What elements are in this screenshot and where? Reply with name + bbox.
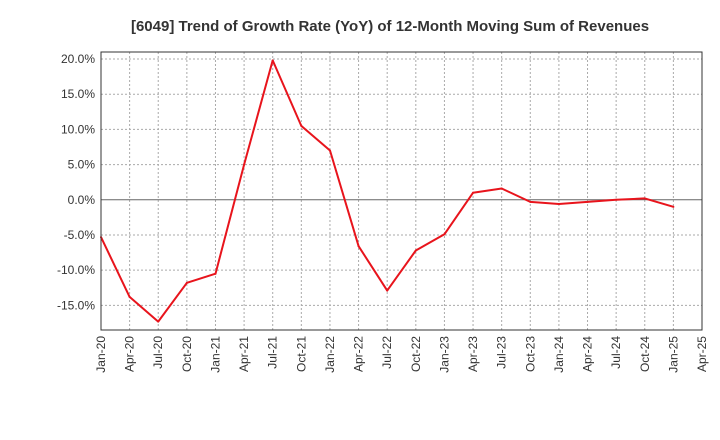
- x-tick-label: Oct-23: [523, 336, 537, 372]
- plot-frame: [100, 51, 703, 331]
- data-point: [386, 289, 389, 292]
- data-point: [615, 198, 618, 201]
- x-tick-label: Oct-20: [180, 336, 194, 372]
- x-tick-label: Oct-22: [409, 336, 423, 372]
- x-tick-label: Jul-24: [609, 336, 623, 369]
- y-tick-label: 20.0%: [61, 52, 95, 66]
- data-point: [328, 149, 331, 152]
- x-tick-label: Apr-24: [581, 336, 595, 372]
- y-tick-label: 15.0%: [61, 87, 95, 101]
- data-point: [414, 249, 417, 252]
- data-point: [672, 205, 675, 208]
- y-tick-label: -10.0%: [57, 263, 95, 277]
- data-point: [557, 203, 560, 206]
- data-point: [357, 245, 360, 248]
- y-axis-tick-labels: 20.0% 15.0% 10.0% 5.0% 0.0% -5.0% -10.0% -15.0%: [57, 52, 95, 312]
- data-point: [643, 197, 646, 200]
- y-tick-label: 0.0%: [68, 193, 96, 207]
- x-tick-label: Jan-21: [208, 336, 222, 373]
- x-tick-label: Jan-25: [666, 336, 680, 373]
- x-tick-label: Jan-23: [437, 336, 451, 373]
- y-tick-label: 5.0%: [68, 158, 96, 172]
- x-tick-label: Apr-21: [237, 336, 251, 372]
- x-tick-label: Jan-20: [94, 336, 108, 373]
- data-point: [529, 200, 532, 203]
- x-tick-label: Jul-21: [266, 336, 280, 369]
- x-tick-label: Jan-22: [323, 336, 337, 373]
- x-tick-label: Oct-21: [294, 336, 308, 372]
- x-tick-label: Apr-20: [123, 336, 137, 372]
- series-group: [100, 59, 675, 323]
- data-point: [157, 320, 160, 323]
- x-tick-label: Oct-24: [638, 336, 652, 372]
- y-tick-label: 10.0%: [61, 122, 95, 136]
- x-tick-label: Jan-24: [552, 336, 566, 373]
- x-axis-tick-labels: Jan-20 Apr-20 Jul-20 Oct-20 Jan-21 Apr-21 Jul-…: [94, 336, 709, 373]
- chart-title: [6049] Trend of Growth Rate (YoY) of 12-…: [131, 18, 649, 35]
- data-point: [271, 59, 274, 62]
- data-point: [500, 187, 503, 190]
- data-point: [185, 281, 188, 284]
- data-point: [443, 233, 446, 236]
- data-point: [243, 163, 246, 166]
- x-tick-label: Apr-25: [695, 336, 709, 372]
- x-tick-label: Apr-22: [352, 336, 366, 372]
- data-point: [586, 200, 589, 203]
- y-tick-label: -15.0%: [57, 298, 95, 312]
- y-tick-label: -5.0%: [64, 228, 96, 242]
- x-tick-label: Jul-23: [495, 336, 509, 369]
- data-point: [472, 191, 475, 194]
- x-tick-label: Jul-22: [380, 336, 394, 369]
- data-point: [300, 124, 303, 127]
- x-tick-label: Jul-20: [151, 336, 165, 369]
- data-point: [128, 295, 131, 298]
- data-point: [214, 272, 217, 275]
- x-tick-label: Apr-23: [466, 336, 480, 372]
- grid-lines: [101, 52, 702, 330]
